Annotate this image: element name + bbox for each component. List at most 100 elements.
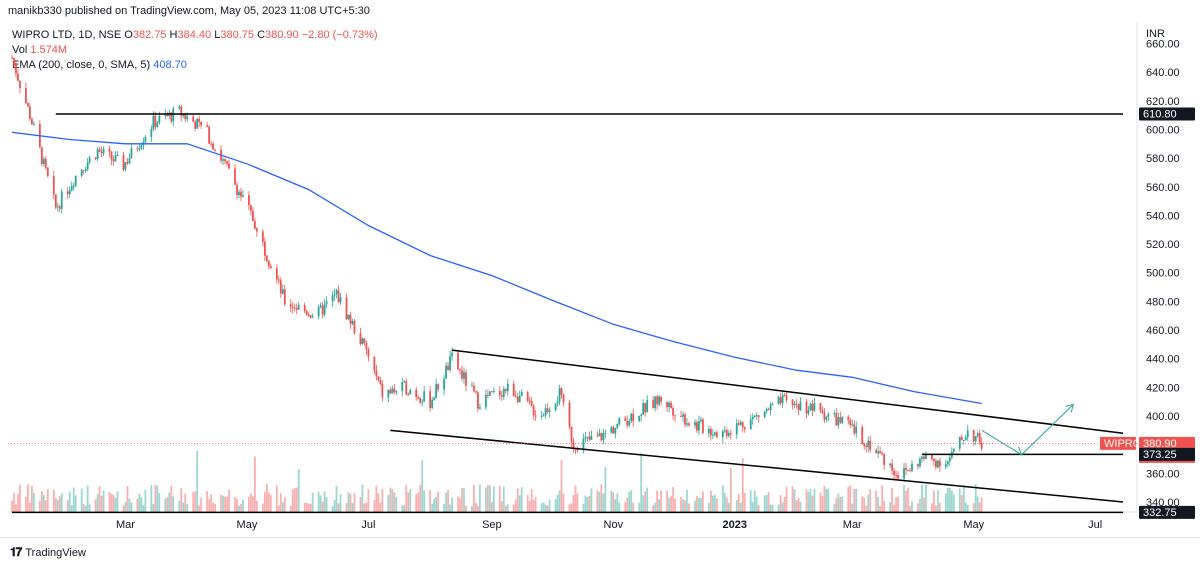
candle-body [419,398,422,403]
volume-bar [100,495,103,512]
candle-body [867,440,870,448]
volume-bar [110,493,113,512]
volume-bar [32,492,35,512]
candle-body [516,396,519,403]
volume-bar [459,498,461,512]
symbol-label[interactable]: WIPRO LTD, 1D, NSE [12,29,122,41]
candle-body [582,438,585,451]
candle-body [367,349,370,357]
volume-bar [242,499,244,512]
candle-body [654,396,657,409]
candle-body [128,158,131,164]
volume-bar [841,496,844,512]
volume-bar [674,498,676,512]
volume-bar [265,484,268,512]
candle-body [709,428,712,436]
volume-bar [136,498,139,512]
candle-body [558,388,561,402]
volume-bar [767,492,770,512]
candle-body [721,431,724,438]
volume-bar [751,502,754,512]
change-value: −2.80 (−0.73%) [301,29,378,41]
volume-bar [921,484,923,512]
y-tick-label: 460.00 [1146,325,1180,337]
volume-bar [311,492,314,512]
volume-bar [447,489,449,512]
volume-bar [27,484,29,512]
candle-body [319,305,322,308]
y-tick-label: 540.00 [1146,210,1180,222]
volume-bar [323,491,326,512]
candle-body [865,445,868,448]
volume-bar [471,505,473,512]
volume-bar [960,494,963,512]
ema-label[interactable]: EMA (200, close, 0, SMA, 5) [12,59,151,71]
volume-bar [126,486,129,512]
tradingview-brand[interactable]: 𝟏𝟕 TradingView [10,545,86,560]
candle-body [423,391,426,402]
volume-bar [56,500,59,512]
candle-body [331,295,334,302]
volume-bar [435,496,438,512]
volume-bar [584,495,587,512]
volume-bar [192,492,195,512]
candles [11,54,983,481]
volume-bar [729,468,732,512]
candle-body [572,442,575,449]
y-tick-label: 660.00 [1146,38,1180,50]
candle-body [889,463,891,466]
volume-bar [680,496,682,512]
price-level-label: 332.75 [1143,507,1177,519]
y-tick-label: 400.00 [1146,411,1180,423]
candle-body [267,261,270,267]
volume-bar [711,495,714,512]
volume-bar [777,504,780,512]
volume-bar [479,484,481,512]
candle-body [361,338,364,344]
candle-body [40,147,43,164]
y-tick-label: 560.00 [1146,182,1180,194]
last-price-label-bg [1139,436,1195,450]
volume-bar [952,494,955,512]
volume-bar [638,502,641,512]
volume-bar [853,488,856,512]
candle-body [196,118,199,129]
candle-body [976,433,979,437]
candle-body [465,372,467,386]
candle-body [753,415,756,417]
volume-bar [297,469,300,512]
volume-bar [407,492,410,512]
volume-bar [373,499,376,512]
volume-bar [303,502,306,512]
volume-bar [114,497,117,512]
volume-bar [797,497,800,512]
candle-body [166,114,169,117]
volume-bar [614,499,617,512]
candle-body [958,436,961,449]
candle-body [283,289,286,305]
volume-bar [837,493,840,512]
volume-bar [694,500,696,512]
candle-body [504,388,507,392]
volume-bar [353,492,356,512]
candle-body [375,370,378,377]
volume-bar [130,502,133,512]
volume-bar [196,450,199,512]
volume-bar [795,500,798,512]
candle-body [735,423,738,435]
candle-body [903,467,905,479]
volume-bar [486,485,489,512]
volume-row: Vol 1.574M [12,43,378,58]
volume-bar [363,503,366,512]
candle-body [783,395,786,397]
candle-body [240,191,242,197]
candle-body [835,413,838,426]
volume-bar [646,487,649,512]
volume-bar [379,502,382,512]
volume-bar [180,488,183,512]
volume-bar [570,503,573,512]
volume-bar [883,500,886,512]
volume-bar [626,497,629,512]
volume-label[interactable]: Vol [12,44,28,56]
